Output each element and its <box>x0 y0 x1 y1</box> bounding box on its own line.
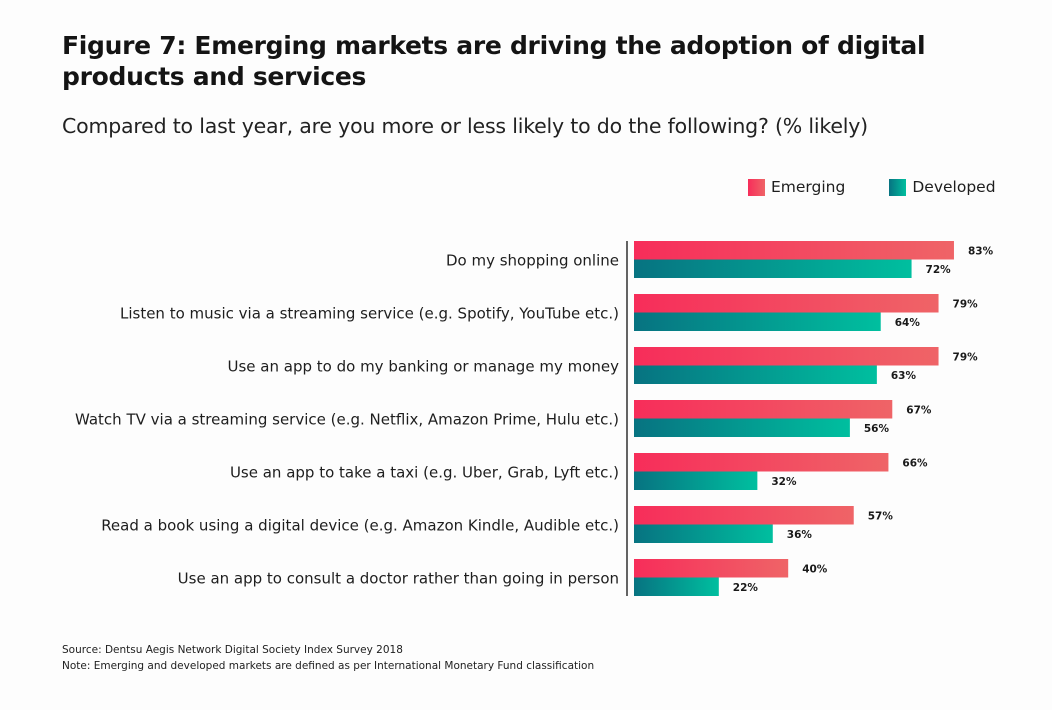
bar-emerging <box>634 506 854 525</box>
value-label-developed: 36% <box>787 529 813 541</box>
category-label: Watch TV via a streaming service (e.g. N… <box>75 411 619 429</box>
bar-emerging <box>634 400 893 419</box>
bar-emerging <box>634 241 954 260</box>
bar-developed <box>634 312 881 331</box>
value-label-emerging: 40% <box>802 563 828 575</box>
source-note: Source: Dentsu Aegis Network Digital Soc… <box>62 644 403 656</box>
chart-title: Figure 7: Emerging markets are driving t… <box>62 31 926 91</box>
category-label: Use an app to do my banking or manage my… <box>228 358 620 376</box>
legend-item-developed: Developed <box>889 178 996 196</box>
legend-item-emerging: Emerging <box>748 178 845 196</box>
value-label-developed: 64% <box>895 317 921 329</box>
value-label-emerging: 67% <box>906 404 932 416</box>
bar-developed <box>634 577 719 596</box>
classification-note: Note: Emerging and developed markets are… <box>62 660 595 672</box>
value-label-emerging: 83% <box>968 245 994 257</box>
bar-developed <box>634 365 877 384</box>
value-label-emerging: 57% <box>868 510 894 522</box>
legend-label-emerging: Emerging <box>771 178 846 196</box>
footer: Source: Dentsu Aegis Network Digital Soc… <box>62 642 594 674</box>
category-label: Use an app to consult a doctor rather th… <box>178 570 619 588</box>
legend-swatch-developed <box>889 178 907 196</box>
category-label: Do my shopping online <box>446 252 619 270</box>
category-label: Use an app to take a taxi (e.g. Uber, Gr… <box>230 464 619 482</box>
bar-emerging <box>634 294 939 313</box>
value-label-emerging: 66% <box>902 457 928 469</box>
legend: Emerging Developed <box>748 178 996 196</box>
value-label-emerging: 79% <box>953 298 979 310</box>
bar-developed <box>634 471 758 490</box>
chart-subtitle: Compared to last year, are you more or l… <box>62 114 868 138</box>
legend-swatch-emerging <box>748 178 765 196</box>
value-label-emerging: 79% <box>953 351 979 363</box>
value-label-developed: 63% <box>891 370 917 382</box>
bar-emerging <box>634 559 789 578</box>
bar-developed <box>634 524 773 543</box>
value-label-developed: 32% <box>771 476 797 488</box>
bar-emerging <box>634 453 889 472</box>
value-label-developed: 56% <box>864 423 890 435</box>
bar-emerging <box>634 347 939 366</box>
value-label-developed: 72% <box>926 264 952 276</box>
legend-label-developed: Developed <box>912 178 996 196</box>
category-label: Listen to music via a streaming service … <box>120 305 619 323</box>
category-label: Read a book using a digital device (e.g.… <box>101 517 619 535</box>
bar-developed <box>634 418 850 437</box>
bar-developed <box>634 259 912 278</box>
value-label-developed: 22% <box>733 582 759 594</box>
